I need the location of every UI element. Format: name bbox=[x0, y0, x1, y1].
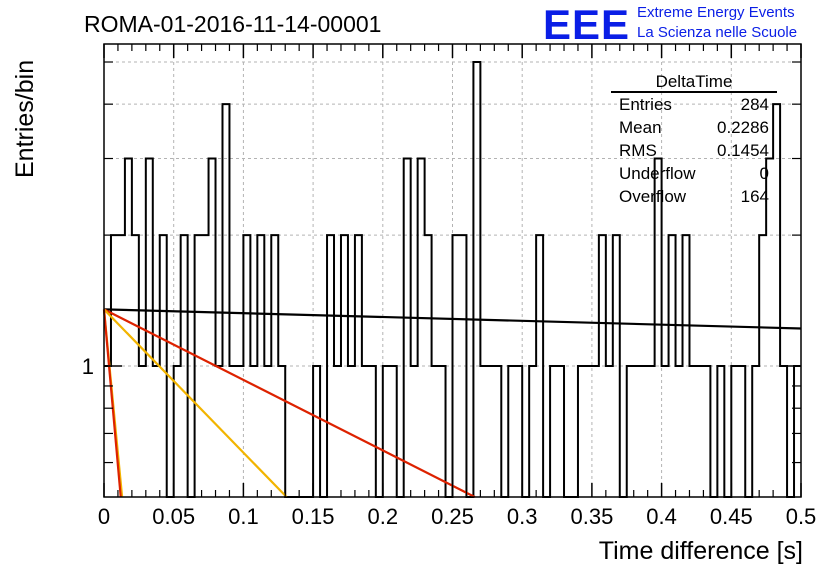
stats-value: 0.1454 bbox=[717, 141, 769, 160]
org-name-line2: La Scienza nelle Scuole bbox=[637, 24, 797, 41]
x-tick-label: 0 bbox=[98, 504, 110, 529]
fit-line bbox=[102, 309, 122, 498]
run-title: ROMA-01-2016-11-14-00001 bbox=[84, 11, 381, 37]
y-axis-label: Entries/bin bbox=[11, 60, 39, 178]
stats-value: 164 bbox=[741, 187, 769, 206]
org-name-line1: Extreme Energy Events bbox=[637, 4, 795, 21]
eee-logo: EEE bbox=[543, 1, 630, 48]
stats-label: Mean bbox=[619, 118, 662, 137]
x-tick-label: 0.4 bbox=[646, 504, 677, 529]
y-tick-label: 1 bbox=[82, 354, 94, 379]
y-axis-ticks: 1 bbox=[82, 61, 801, 464]
histogram-bins bbox=[104, 61, 801, 498]
stats-box: DeltaTime Entries 284 Mean 0.2286 RMS 0.1454 U… bbox=[611, 72, 777, 206]
x-tick-label: 0.3 bbox=[507, 504, 538, 529]
stats-value: 0 bbox=[760, 164, 769, 183]
x-tick-label: 0.35 bbox=[570, 504, 613, 529]
stats-value: 284 bbox=[741, 95, 769, 114]
histogram-outline bbox=[104, 61, 801, 498]
fit-line bbox=[103, 308, 476, 498]
x-tick-label: 0.2 bbox=[368, 504, 399, 529]
x-tick-label: 0.45 bbox=[710, 504, 753, 529]
x-axis-ticks: 0 0.05 0.1 0.15 0.2 0.25 0.3 0.35 0.4 0.45 0.5 bbox=[98, 44, 816, 529]
fit-lines bbox=[102, 308, 802, 498]
stats-label: Underflow bbox=[619, 164, 696, 183]
fit-line bbox=[103, 308, 802, 330]
stats-value: 0.2286 bbox=[717, 118, 769, 137]
x-tick-label: 0.25 bbox=[431, 504, 474, 529]
x-axis-label: Time difference [s] bbox=[599, 537, 803, 565]
fit-line bbox=[103, 308, 288, 498]
x-tick-label: 0.1 bbox=[228, 504, 259, 529]
stats-title: DeltaTime bbox=[656, 72, 733, 91]
stats-label: Entries bbox=[619, 95, 672, 114]
stats-label: Overflow bbox=[619, 187, 687, 206]
x-tick-label: 0.05 bbox=[152, 504, 195, 529]
x-tick-label: 0.5 bbox=[786, 504, 817, 529]
x-tick-label: 0.15 bbox=[292, 504, 335, 529]
stats-label: RMS bbox=[619, 141, 657, 160]
